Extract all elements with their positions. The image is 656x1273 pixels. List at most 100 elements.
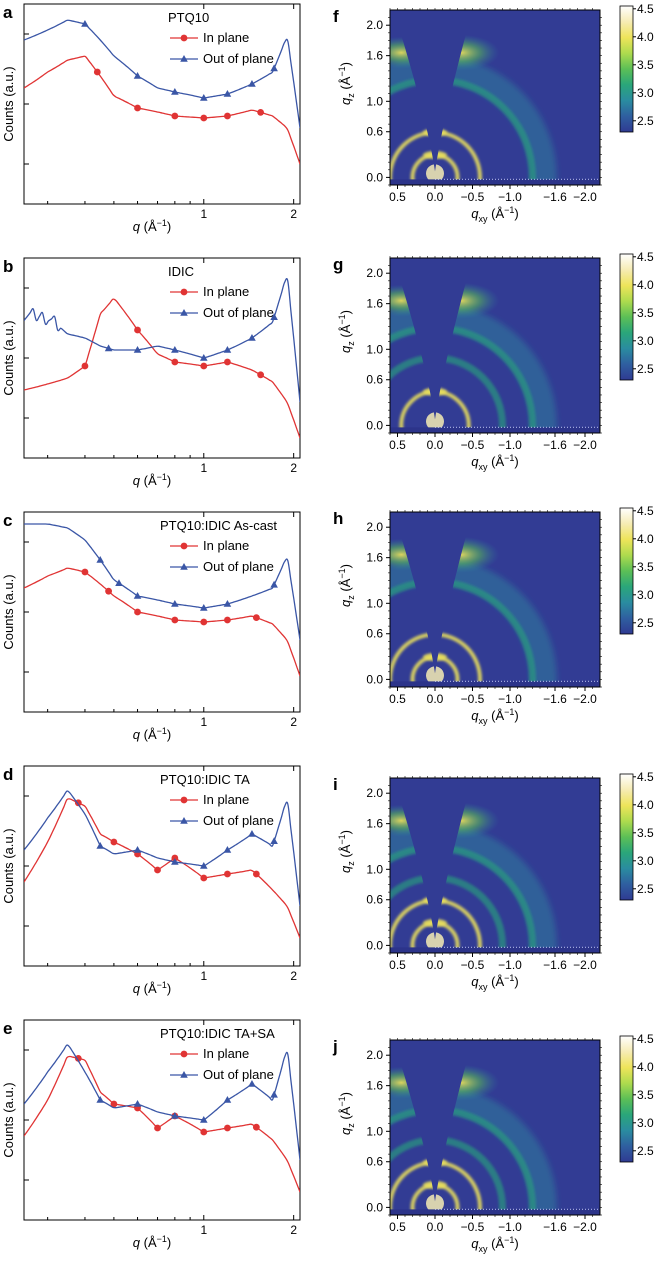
colorbar-tick-label: 3.0 (637, 854, 654, 868)
data-marker-in-plane (154, 866, 161, 874)
data-marker-out-of-plane (133, 592, 142, 599)
legend-marker (180, 542, 188, 550)
y-tick-label: 1.6 (366, 297, 383, 311)
x-tick-label: 0.0 (427, 190, 444, 204)
colorbar-tick-label: 2.5 (637, 616, 654, 630)
data-marker-out-of-plane (223, 600, 232, 607)
x-axis-label: qxy (Å−1) (471, 453, 518, 472)
legend-label: In plane (203, 284, 249, 299)
scattering-image (390, 512, 600, 687)
profile-panel-a: a 1 2 q (Å−1) Counts (a.u.) PTQ10 In plane Out … (1, 3, 301, 234)
series-line-out-of-plane (24, 790, 300, 907)
profile-panel-c: c 1 2 q (Å−1) Counts (a.u.) PTQ10:IDIC As-cas… (1, 511, 301, 742)
x-tick-label: −1.0 (498, 958, 522, 972)
data-marker-in-plane (110, 1100, 118, 1108)
legend-marker (180, 563, 188, 570)
specular-spot (426, 164, 444, 183)
panel-label-e: e (3, 1019, 12, 1038)
giwaxs-panel-i: i 0.5 0.0 −0.5 −1.0 −1.6 −2.0 0.0 0.6 1.0 1.6 2.0 qx… (333, 770, 654, 992)
x-axis-label: q (Å−1) (133, 472, 171, 488)
x-tick-label: −1.0 (498, 1220, 522, 1234)
y-tick-label: 2.0 (366, 266, 383, 280)
data-marker-in-plane (252, 870, 260, 878)
data-marker-out-of-plane (223, 90, 232, 97)
colorbar-tick-label: 2.5 (637, 1144, 654, 1158)
colorbar-tick-label: 4.0 (637, 532, 654, 546)
series-line-out-of-plane (24, 523, 300, 641)
y-axis-label: Counts (a.u.) (1, 1082, 16, 1157)
legend-marker (180, 309, 188, 316)
x-tick-label: 1 (200, 1223, 207, 1237)
data-marker-in-plane (200, 618, 208, 626)
x-tick-label: 0.0 (427, 692, 444, 706)
data-marker-in-plane (134, 326, 141, 334)
panel-title: PTQ10:IDIC TA (160, 772, 250, 787)
legend-label: Out of plane (203, 559, 274, 574)
panel-title: PTQ10 (168, 10, 209, 25)
data-marker-out-of-plane (270, 64, 278, 72)
scattering-image (390, 258, 600, 433)
y-axis-label: qz (Å−1) (337, 830, 356, 873)
x-tick-label: −0.5 (461, 438, 485, 452)
data-marker-in-plane (252, 614, 260, 621)
colorbar-tick-label: 4.0 (637, 798, 654, 812)
data-marker-in-plane (154, 1124, 161, 1132)
x-axis-label: q (Å−1) (133, 218, 171, 234)
colorbar-tick-label: 4.5 (637, 250, 654, 264)
data-marker-out-of-plane (270, 1090, 278, 1098)
data-marker-in-plane (134, 608, 141, 616)
x-axis-label: q (Å−1) (133, 726, 171, 742)
data-marker-out-of-plane (171, 600, 179, 607)
colorbar-tick-label: 3.0 (637, 334, 654, 348)
y-tick-label: 0.0 (366, 938, 383, 952)
colorbar-tick-label: 3.5 (637, 58, 654, 72)
missing-wedge (393, 778, 473, 940)
legend-label: In plane (203, 30, 249, 45)
colorbar-tick-label: 3.5 (637, 826, 654, 840)
colorbar (619, 5, 634, 133)
y-tick-label: 0.6 (366, 373, 383, 387)
legend-marker (180, 796, 188, 804)
y-tick-label: 0.6 (366, 627, 383, 641)
panel-label-a: a (3, 3, 13, 22)
x-tick-label: 0.5 (389, 190, 406, 204)
data-marker-out-of-plane (270, 837, 278, 844)
horizon-band (390, 427, 600, 433)
x-tick-label: 2 (290, 715, 297, 729)
data-marker-in-plane (224, 358, 231, 366)
x-tick-label: −0.5 (461, 692, 485, 706)
panel-label-h: h (333, 509, 343, 528)
profile-panel-e: e 1 2 q (Å−1) Counts (a.u.) PTQ10:IDIC TA+SA I… (1, 1019, 301, 1250)
colorbar-tick-label: 4.5 (637, 1032, 654, 1046)
x-tick-label: −2.0 (573, 1220, 597, 1234)
colorbar (619, 507, 634, 635)
horizon-band (390, 1209, 600, 1215)
x-tick-label: 0.0 (427, 438, 444, 452)
x-tick-label: −0.5 (461, 958, 485, 972)
data-marker-in-plane (224, 1124, 231, 1132)
data-marker-in-plane (171, 358, 179, 366)
data-marker-in-plane (224, 616, 231, 624)
profile-panels: a 1 2 q (Å−1) Counts (a.u.) PTQ10 In plane Out … (1, 3, 301, 1250)
data-marker-out-of-plane (248, 830, 256, 837)
giwaxs-panel-g: g 0.5 0.0 −0.5 −1.0 −1.6 −2.0 0.0 0.6 1.0 1.6 2.0 qx… (333, 250, 654, 472)
data-marker-out-of-plane (96, 842, 105, 849)
x-tick-label: −1.6 (543, 692, 567, 706)
data-marker-out-of-plane (104, 344, 113, 352)
colorbar-tick-label: 4.0 (637, 30, 654, 44)
data-marker-in-plane (200, 1128, 208, 1136)
data-marker-out-of-plane (199, 354, 208, 361)
x-tick-label: 0.5 (389, 1220, 406, 1234)
specular-spot (426, 1194, 444, 1213)
legend-marker (180, 1071, 188, 1078)
data-marker-in-plane (252, 1123, 260, 1131)
colorbar-tick-label: 4.0 (637, 278, 654, 292)
y-tick-label: 0.6 (366, 125, 383, 139)
profile-panel-d: d 1 2 q (Å−1) Counts (a.u.) PTQ10:IDIC TA In p… (1, 765, 301, 996)
x-axis-label: qxy (Å−1) (471, 973, 518, 992)
data-marker-in-plane (171, 112, 179, 120)
missing-wedge (393, 258, 473, 420)
y-tick-label: 0.0 (366, 418, 383, 432)
y-tick-label: 2.0 (366, 520, 383, 534)
data-marker-in-plane (200, 874, 208, 882)
